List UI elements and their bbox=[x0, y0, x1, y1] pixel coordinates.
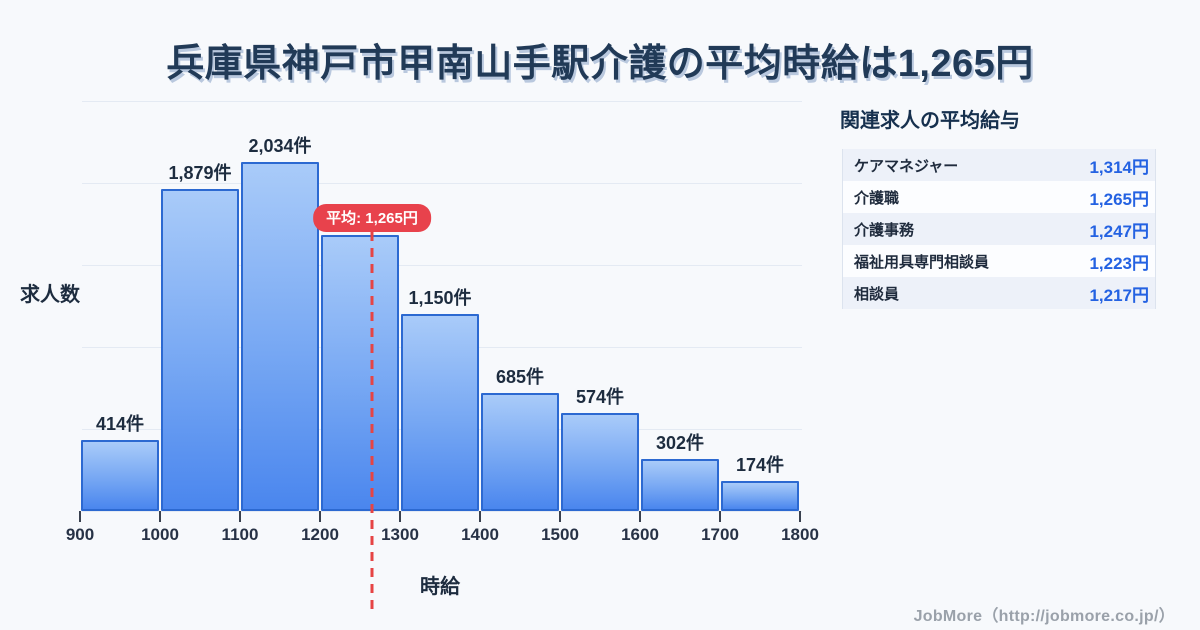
bar-value-label: 685件 bbox=[495, 367, 545, 387]
x-axis-tick bbox=[239, 511, 241, 522]
related-job-name: ケアマネジャー bbox=[854, 157, 959, 175]
x-axis-tick-label: 1100 bbox=[221, 525, 259, 544]
x-axis-tick bbox=[799, 511, 801, 522]
histogram-bar bbox=[401, 314, 479, 511]
related-job-row: 介護事務 1,247円 bbox=[843, 213, 1155, 245]
x-axis-tick-label: 1800 bbox=[781, 525, 819, 544]
histogram-bar bbox=[721, 481, 799, 511]
average-dashed-line bbox=[370, 232, 374, 612]
average-value-badge: 平均: 1,265円 bbox=[313, 204, 431, 232]
x-axis-tick bbox=[639, 511, 641, 522]
related-job-row: ケアマネジャー 1,314円 bbox=[843, 149, 1155, 181]
x-axis-tick-label: 1400 bbox=[461, 525, 499, 544]
x-axis-tick-label: 1600 bbox=[621, 525, 659, 544]
related-job-wage: 1,217円 bbox=[1089, 285, 1149, 305]
x-axis-tick bbox=[399, 511, 401, 522]
bar-value-label: 174件 bbox=[735, 455, 785, 475]
related-job-wage: 1,223円 bbox=[1089, 253, 1149, 273]
gridline bbox=[82, 265, 802, 266]
gridline bbox=[82, 183, 802, 184]
related-jobs-table: ケアマネジャー 1,314円介護職 1,265円介護事務 1,247円福祉用具専門相談… bbox=[842, 149, 1156, 309]
page-title: 兵庫県神戸市甲南山手駅介護の平均時給は1,265円 bbox=[166, 43, 1034, 85]
related-job-row: 福祉用具専門相談員 1,223円 bbox=[843, 245, 1155, 277]
gridline bbox=[82, 101, 802, 102]
bar-value-label: 1,150件 bbox=[408, 288, 472, 308]
x-axis-tick-label: 1700 bbox=[701, 525, 739, 544]
histogram-bar bbox=[481, 393, 559, 511]
x-axis-tick bbox=[159, 511, 161, 522]
x-axis-tick-label: 1300 bbox=[381, 525, 419, 544]
x-axis-tick bbox=[319, 511, 321, 522]
histogram-bar bbox=[321, 235, 399, 511]
x-axis-title: 時給 bbox=[420, 576, 460, 598]
gridline bbox=[82, 511, 802, 512]
bar-value-label: 302件 bbox=[655, 433, 705, 453]
histogram-bar bbox=[641, 459, 719, 511]
histogram-bar bbox=[241, 162, 319, 511]
bar-value-label: 414件 bbox=[95, 414, 145, 434]
y-axis-title: 求人数 bbox=[20, 284, 80, 306]
related-jobs-panel-title: 関連求人の平均給与 bbox=[840, 110, 1020, 132]
histogram-bar bbox=[81, 440, 159, 511]
x-axis-tick-label: 900 bbox=[65, 525, 95, 544]
footer-credit: JobMore（http://jobmore.co.jp/） bbox=[913, 608, 1175, 625]
related-job-row: 介護職 1,265円 bbox=[843, 181, 1155, 213]
bar-value-label: 1,879件 bbox=[168, 163, 232, 183]
bar-chart-plot-area: 414件1,879件2,034件1,609件1,150件685件574件302件… bbox=[66, 101, 819, 612]
histogram-bar bbox=[161, 189, 239, 511]
x-axis-tick-label: 1200 bbox=[301, 525, 339, 544]
related-job-name: 介護職 bbox=[854, 189, 900, 207]
related-job-wage: 1,314円 bbox=[1089, 157, 1149, 177]
related-job-name: 福祉用具専門相談員 bbox=[854, 253, 990, 271]
related-job-row: 相談員 1,217円 bbox=[843, 277, 1155, 309]
histogram-bar bbox=[561, 413, 639, 511]
x-axis-tick-label: 1500 bbox=[541, 525, 579, 544]
x-axis-tick bbox=[79, 511, 81, 522]
x-axis-tick bbox=[559, 511, 561, 522]
x-axis-tick bbox=[479, 511, 481, 522]
related-job-wage: 1,247円 bbox=[1089, 221, 1149, 241]
x-axis-tick-label: 1000 bbox=[141, 525, 179, 544]
x-axis-tick bbox=[719, 511, 721, 522]
bar-value-label: 2,034件 bbox=[248, 136, 312, 156]
bar-value-label: 574件 bbox=[575, 387, 625, 407]
related-job-name: 介護事務 bbox=[854, 221, 915, 239]
related-job-wage: 1,265円 bbox=[1089, 189, 1149, 209]
related-job-name: 相談員 bbox=[854, 285, 900, 303]
